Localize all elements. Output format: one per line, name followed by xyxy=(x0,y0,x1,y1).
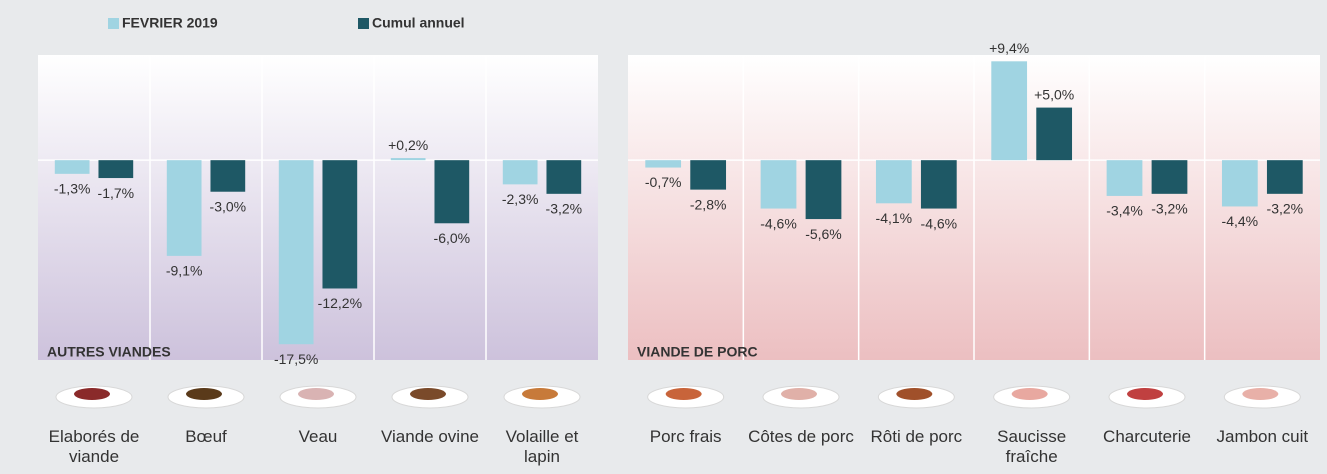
legend-swatch xyxy=(358,18,369,29)
value-label: -17,5% xyxy=(274,351,318,367)
bar xyxy=(391,158,426,160)
plate-food xyxy=(410,388,446,400)
value-label: -5,6% xyxy=(805,226,842,242)
category-label: Porc frais xyxy=(628,427,743,447)
bar xyxy=(55,160,90,174)
plate-food xyxy=(1242,388,1278,400)
bar xyxy=(921,160,957,208)
value-label: -3,2% xyxy=(1267,201,1304,217)
bar xyxy=(279,160,314,344)
bar xyxy=(210,160,245,192)
value-label: -3,2% xyxy=(1151,201,1188,217)
bar xyxy=(1036,108,1072,161)
legend-swatch xyxy=(108,18,119,29)
plate-food xyxy=(781,388,817,400)
panel-title: AUTRES VIANDES xyxy=(47,344,171,360)
bar xyxy=(546,160,581,194)
legend-label: Cumul annuel xyxy=(372,15,465,31)
plate-food xyxy=(298,388,334,400)
value-label: -9,1% xyxy=(166,263,203,279)
bar xyxy=(503,160,538,184)
plate-food xyxy=(896,388,932,400)
value-label: -4,4% xyxy=(1222,213,1259,229)
bar xyxy=(1152,160,1188,194)
value-label: -4,1% xyxy=(876,210,913,226)
bar xyxy=(434,160,469,223)
bar xyxy=(876,160,912,203)
value-label: -3,4% xyxy=(1106,203,1143,219)
value-label: -4,6% xyxy=(760,215,797,231)
bar xyxy=(1267,160,1303,194)
value-label: -6,0% xyxy=(434,230,471,246)
legend-label: FEVRIER 2019 xyxy=(122,15,218,31)
category-label: Saucisse fraîche xyxy=(974,427,1089,467)
value-label: -1,7% xyxy=(98,185,135,201)
value-label: -4,6% xyxy=(921,215,958,231)
bar xyxy=(645,160,681,167)
bar xyxy=(761,160,797,208)
value-label: -2,8% xyxy=(690,196,727,212)
category-label: Elaborés de viande xyxy=(38,427,150,467)
category-label: Viande ovine xyxy=(374,427,486,447)
value-label: -0,7% xyxy=(645,174,682,190)
value-label: +9,4% xyxy=(989,40,1029,56)
value-label: -12,2% xyxy=(318,295,362,311)
category-label: Jambon cuit xyxy=(1205,427,1320,447)
plate-food xyxy=(1012,388,1048,400)
plate-food xyxy=(186,388,222,400)
category-label: Veau xyxy=(262,427,374,447)
bar xyxy=(322,160,357,288)
category-label: Côtes de porc xyxy=(743,427,858,447)
value-label: +0,2% xyxy=(388,137,428,153)
category-label: Rôti de porc xyxy=(859,427,974,447)
bar xyxy=(1222,160,1258,206)
panel-title: VIANDE DE PORC xyxy=(637,344,758,360)
bar xyxy=(98,160,133,178)
plate-food xyxy=(522,388,558,400)
bar xyxy=(167,160,202,256)
chart: FEVRIER 2019 Cumul annuel -1,3% -9,1% -17,5%… xyxy=(0,0,1327,474)
value-label: +5,0% xyxy=(1034,86,1074,102)
category-label: Volaille et lapin xyxy=(486,427,598,467)
value-label: -2,3% xyxy=(502,191,539,207)
panel-background xyxy=(38,55,598,360)
bar xyxy=(991,61,1027,160)
plate-food xyxy=(74,388,110,400)
value-label: -3,0% xyxy=(210,198,247,214)
value-label: -3,2% xyxy=(546,201,583,217)
category-label: Charcuterie xyxy=(1089,427,1204,447)
plate-food xyxy=(1127,388,1163,400)
bar xyxy=(806,160,842,219)
bar xyxy=(690,160,726,189)
plate-food xyxy=(666,388,702,400)
category-label: Bœuf xyxy=(150,427,262,447)
page: FEVRIER 2019 Cumul annuel -1,3% -9,1% -17,5%… xyxy=(0,0,1327,474)
value-label: -1,3% xyxy=(54,181,91,197)
bar xyxy=(1107,160,1143,196)
